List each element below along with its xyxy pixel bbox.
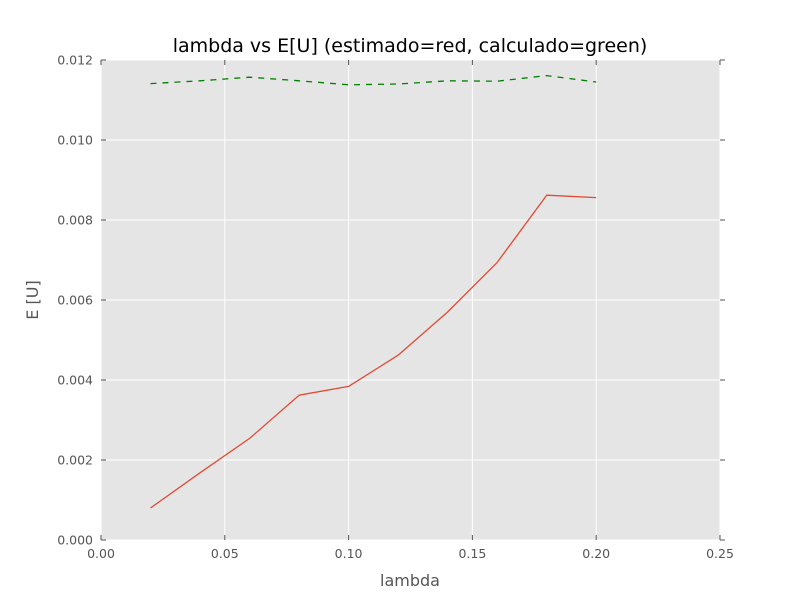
x-tick-label: 0.25: [706, 546, 734, 561]
x-tick-label: 0.10: [335, 546, 363, 561]
y-tick-label: 0.002: [57, 453, 93, 468]
grid-lines: [100, 59, 721, 541]
y-tick-label: 0.012: [57, 53, 93, 68]
y-axis-title: E [U]: [23, 280, 42, 319]
y-tick-label: 0.010: [57, 133, 93, 148]
x-tick-label: 0.00: [87, 546, 115, 561]
x-tick-label: 0.20: [582, 546, 610, 561]
y-tick-label: 0.008: [57, 213, 93, 228]
tick-labels: 0.00 0.05 0.10 0.15 0.20 0.25 0.000 0.002 0.004 0…: [57, 53, 734, 562]
series-line-estimado: [150, 194, 597, 509]
series-lines: [150, 74, 597, 509]
chart-title: lambda vs E[U] (estimado=red, calculado=…: [173, 35, 648, 57]
x-axis-title: lambda: [380, 571, 440, 590]
y-tick-label: 0.000: [57, 533, 93, 548]
series-line-calculado: [150, 74, 597, 86]
y-tick-label: 0.004: [57, 373, 93, 388]
x-tick-label: 0.05: [211, 546, 239, 561]
y-tick-label: 0.006: [57, 293, 93, 308]
axis-ticks: [100, 59, 725, 541]
x-tick-label: 0.15: [458, 546, 486, 561]
